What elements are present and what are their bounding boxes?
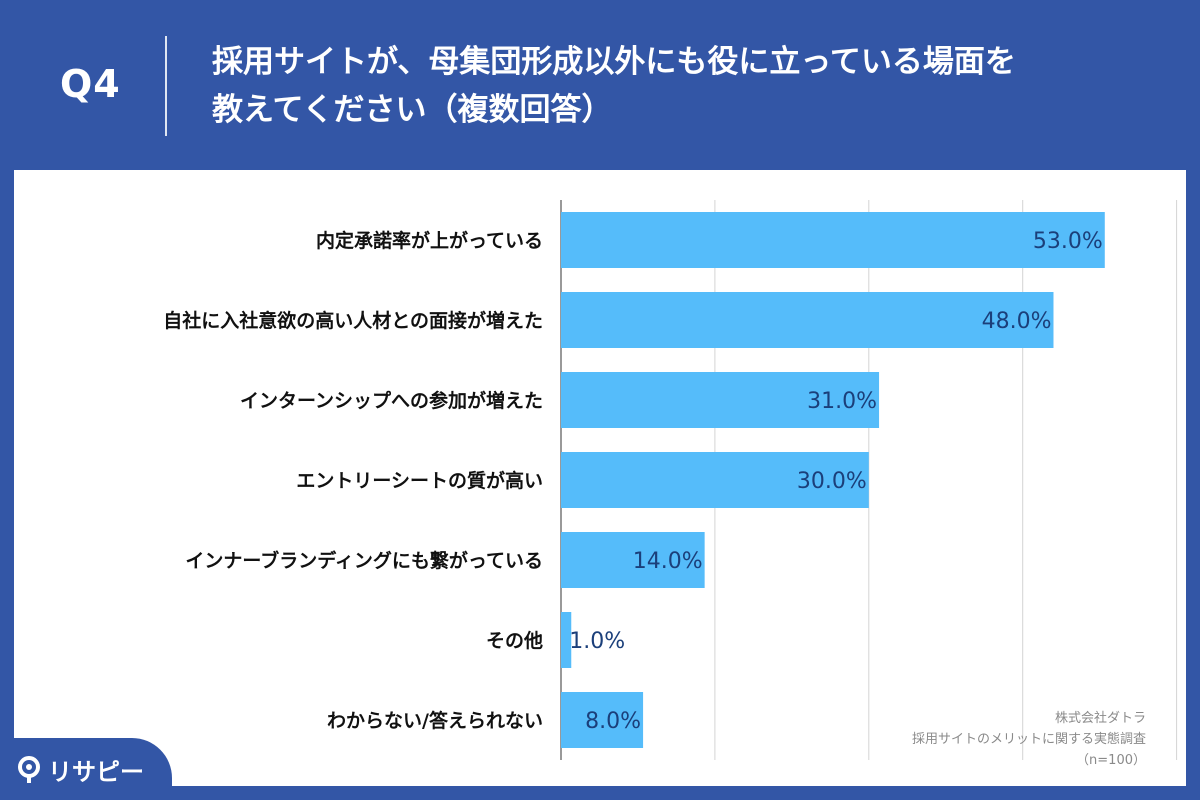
value-label: 48.0% bbox=[982, 309, 1052, 334]
bar bbox=[561, 692, 644, 748]
category-label: 内定承諾率が上がっている bbox=[316, 229, 543, 252]
source-survey: 採用サイトのメリットに関する実態調査 bbox=[911, 732, 1146, 747]
bar bbox=[561, 612, 572, 668]
bar bbox=[561, 532, 705, 588]
value-label: 30.0% bbox=[797, 469, 867, 494]
value-label: 31.0% bbox=[807, 389, 877, 414]
bar bbox=[561, 292, 1054, 348]
category-label: わからない/答えられない bbox=[327, 709, 543, 732]
category-label: その他 bbox=[486, 629, 543, 652]
bar bbox=[561, 372, 880, 428]
logo-text: リサピー bbox=[48, 758, 144, 786]
brand-logo: リサピー bbox=[16, 752, 144, 787]
value-label: 53.0% bbox=[1033, 229, 1103, 254]
pin-icon bbox=[16, 755, 42, 785]
value-label: 14.0% bbox=[633, 549, 703, 574]
value-label: 8.0% bbox=[585, 709, 641, 734]
bar bbox=[561, 212, 1105, 268]
question-title: 採用サイトが、母集団形成以外にも役に立っている場面を 教えてください（複数回答） bbox=[212, 38, 1172, 134]
question-title-line2: 教えてください（複数回答） bbox=[212, 92, 613, 128]
chart-panel: 内定承諾率が上がっている 53.0% 自社に入社意欲の高い人材との面接が増えた 48.… bbox=[14, 170, 1186, 786]
question-number: Q4 bbox=[60, 62, 121, 106]
source-note: 株式会社ダトラ 採用サイトのメリットに関する実態調査 （n=100） bbox=[912, 708, 1146, 771]
category-label: インナーブランディングにも繋がっている bbox=[185, 549, 543, 572]
question-title-line1: 採用サイトが、母集団形成以外にも役に立っている場面を bbox=[212, 44, 1016, 80]
header-divider bbox=[165, 36, 167, 136]
value-label: 1.0% bbox=[569, 629, 625, 654]
category-label: インターンシップへの参加が増えた bbox=[240, 389, 543, 412]
source-company: 株式会社ダトラ bbox=[1054, 711, 1146, 726]
category-label: 自社に入社意欲の高い人材との面接が増えた bbox=[163, 309, 543, 332]
header: Q4 採用サイトが、母集団形成以外にも役に立っている場面を 教えてください（複数… bbox=[0, 0, 1200, 170]
bar bbox=[561, 452, 869, 508]
source-sample: （n=100） bbox=[1076, 753, 1146, 768]
category-label: エントリーシートの質が高い bbox=[296, 469, 543, 492]
bar-chart: 内定承諾率が上がっている 53.0% 自社に入社意欲の高い人材との面接が増えた 48.… bbox=[163, 200, 1178, 760]
